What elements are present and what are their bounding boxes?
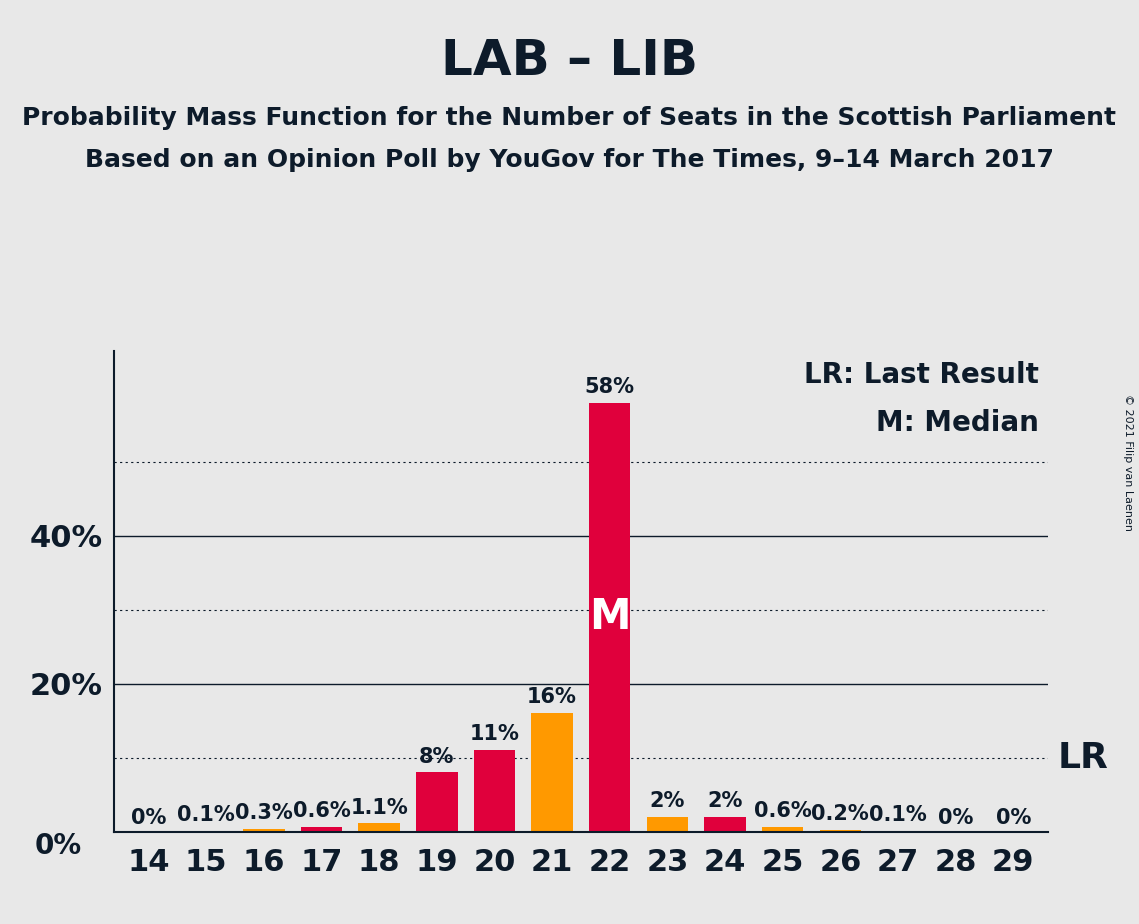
Text: © 2021 Filip van Laenen: © 2021 Filip van Laenen <box>1123 394 1133 530</box>
Text: LR: LR <box>1057 741 1108 774</box>
Bar <box>301 827 342 832</box>
Text: 0%: 0% <box>937 808 974 828</box>
Text: 2%: 2% <box>649 791 685 811</box>
Bar <box>647 817 688 832</box>
Bar <box>474 750 515 832</box>
Text: 2%: 2% <box>707 791 743 811</box>
Bar <box>243 830 285 832</box>
Text: 0.3%: 0.3% <box>235 804 293 823</box>
Text: 11%: 11% <box>469 724 519 745</box>
Text: 0%: 0% <box>131 808 166 828</box>
Text: 0.2%: 0.2% <box>811 804 869 824</box>
Text: Probability Mass Function for the Number of Seats in the Scottish Parliament: Probability Mass Function for the Number… <box>23 106 1116 130</box>
Text: 58%: 58% <box>584 377 634 397</box>
Bar <box>531 713 573 832</box>
Text: 16%: 16% <box>527 687 577 708</box>
Text: 0.1%: 0.1% <box>178 805 235 825</box>
Text: 0.6%: 0.6% <box>293 801 351 821</box>
Text: 1.1%: 1.1% <box>350 797 408 818</box>
Text: Based on an Opinion Poll by YouGov for The Times, 9–14 March 2017: Based on an Opinion Poll by YouGov for T… <box>85 148 1054 172</box>
Bar <box>704 817 746 832</box>
Bar <box>820 830 861 832</box>
Text: 0.1%: 0.1% <box>869 805 927 825</box>
Text: M: M <box>589 596 631 638</box>
Text: 8%: 8% <box>419 747 454 767</box>
Bar <box>359 823 400 832</box>
Text: LR: Last Result: LR: Last Result <box>804 360 1039 389</box>
Text: 0%: 0% <box>995 808 1031 828</box>
Text: 0%: 0% <box>34 832 82 859</box>
Bar <box>416 772 458 832</box>
Text: M: Median: M: Median <box>876 408 1039 437</box>
Text: LAB – LIB: LAB – LIB <box>441 37 698 85</box>
Text: 0.6%: 0.6% <box>754 801 812 821</box>
Bar <box>589 403 631 832</box>
Bar <box>762 827 803 832</box>
